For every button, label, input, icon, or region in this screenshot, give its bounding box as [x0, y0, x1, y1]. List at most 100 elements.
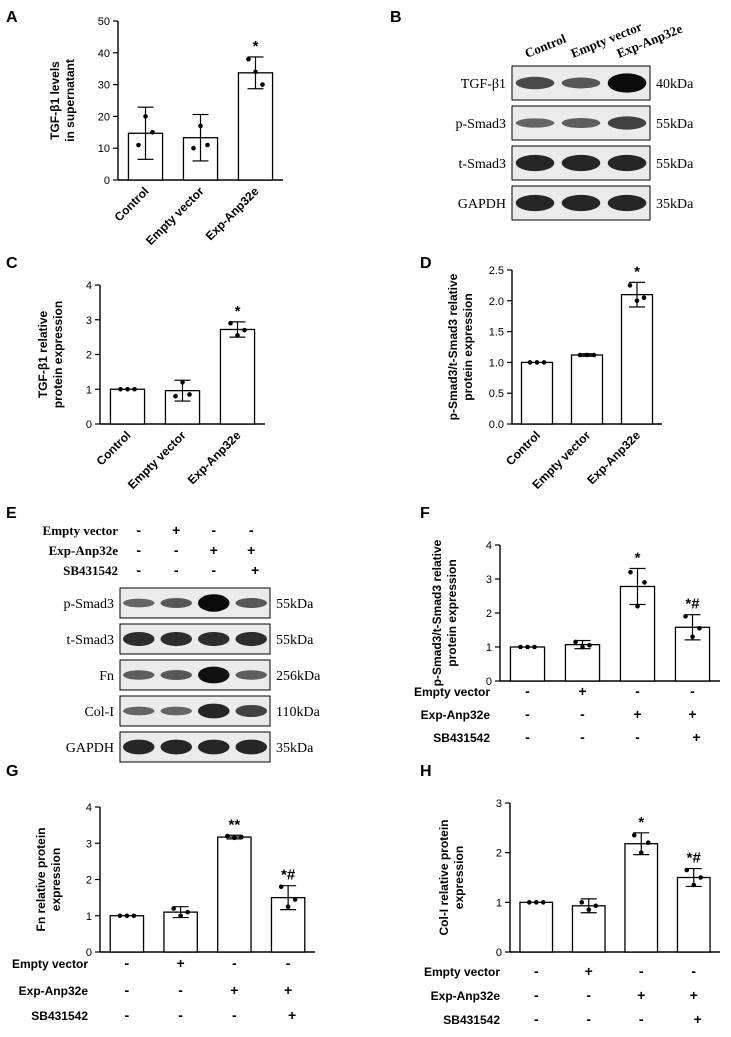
treatment-mark: + [690, 987, 698, 1003]
y-tick-label: 0.0 [489, 419, 504, 431]
bar [619, 585, 656, 682]
data-point [171, 906, 176, 911]
x-tick-label: Empty vector [143, 184, 207, 248]
blot-kda-label: 35kDa [656, 197, 694, 212]
panel-label-c: C [6, 255, 18, 272]
data-point [573, 639, 578, 645]
treatment-mark: - [525, 706, 530, 722]
blot-band [198, 703, 230, 719]
data-point [235, 333, 240, 338]
treatment-mark: - [580, 729, 585, 745]
data-point [198, 123, 203, 129]
bar [217, 836, 252, 953]
y-tick-label: 10 [98, 143, 110, 155]
blot-protein-label: TGF-β1 [461, 77, 506, 92]
data-point [642, 580, 647, 585]
bar [519, 901, 554, 953]
bar [109, 915, 145, 953]
treatment-mark: - [534, 963, 539, 979]
significance-label: * [638, 814, 644, 831]
chart-h: 0 1 2 3 Col-I relative proteinexpression * *# E… [424, 798, 720, 1027]
y-tick-label: 1 [86, 384, 92, 396]
blot-band [235, 631, 267, 647]
data-point [173, 393, 178, 399]
data-point [242, 327, 247, 333]
bar [109, 388, 146, 425]
blot-band [160, 739, 192, 755]
y-tick-label: 0.5 [489, 388, 504, 400]
blot-e: p-Smad3 55kDa t-Smad3 55kDa Fn 256kDa Col-I 110… [43, 522, 321, 763]
data-point [253, 69, 258, 75]
data-point [526, 900, 532, 905]
data-point [205, 142, 210, 148]
y-tick-label: 3 [496, 798, 502, 810]
treatment-mark: - [580, 706, 585, 722]
blot-kda-label: 55kDa [276, 597, 314, 612]
data-point [525, 644, 530, 650]
data-point [131, 913, 137, 919]
y-tick-label: 30 [98, 80, 110, 92]
blot-band [160, 669, 192, 681]
significance-label: *# [687, 850, 702, 867]
blot-protein-label: Col-I [84, 705, 114, 720]
data-point [697, 626, 702, 631]
data-point [143, 114, 148, 119]
data-point [698, 875, 704, 880]
blot-band [607, 154, 647, 172]
data-point [593, 903, 599, 909]
data-point [635, 603, 640, 609]
chart-a: 0 10 20 30 40 50 TGF-β1 levelsin supernatant * C… [48, 16, 283, 248]
blot-treatment-mark: - [136, 562, 141, 578]
y-tick-label: 1.5 [489, 327, 504, 339]
significance-label: * [235, 303, 241, 320]
blot-kda-label: 256kDa [276, 669, 321, 684]
chart-f: 0 1 2 3 4 p-Smad3/t-Smad3 relativeprotein exp… [414, 539, 720, 745]
chart-g: 0 1 2 3 4 Fn relative proteinexpression ** *# Em… [12, 802, 315, 1023]
blot-band [561, 117, 601, 129]
y-axis-label: Fn relative proteinexpression [34, 827, 63, 931]
blot-treatment-mark: - [136, 542, 141, 558]
y-tick-label: 1 [86, 911, 92, 923]
treatment-mark: - [586, 987, 591, 1003]
data-point [584, 352, 590, 358]
treatment-mark: - [639, 963, 644, 979]
data-point [292, 897, 298, 902]
blot-treatment-mark: - [136, 522, 141, 538]
blot-band [561, 154, 601, 172]
blot-band [235, 739, 267, 755]
blot-protein-label: t-Smad3 [459, 157, 506, 172]
treatment-label: SB431542 [443, 1013, 500, 1027]
blot-protein-label: t-Smad3 [67, 633, 114, 648]
blot-kda-label: 55kDa [276, 633, 314, 648]
data-point [645, 840, 651, 846]
blot-protein-label: p-Smad3 [455, 117, 506, 132]
treatment-label: Exp-Anp32e [431, 989, 501, 1003]
blot-band [123, 598, 155, 608]
x-tick-label: Control [503, 428, 543, 468]
bar [571, 905, 606, 953]
panel-label-g: G [6, 763, 18, 780]
significance-label: * [635, 549, 641, 566]
data-point [641, 295, 647, 301]
chart-c: 0 1 2 3 4 TGF-β1 relativeprotein expression * C… [36, 280, 265, 492]
bar [509, 646, 546, 682]
data-point [627, 283, 633, 288]
data-point [634, 298, 640, 304]
blot-kda-label: 40kDa [656, 77, 694, 92]
data-point [278, 884, 284, 890]
treatment-mark: - [178, 982, 183, 998]
bar [570, 354, 604, 425]
blot-band [515, 154, 555, 172]
treatment-mark: + [688, 706, 696, 722]
y-tick-label: 0 [486, 676, 492, 688]
bar [676, 876, 711, 953]
blot-band [198, 631, 230, 647]
y-tick-label: 40 [98, 48, 110, 60]
data-point [178, 913, 183, 919]
data-point [285, 904, 291, 909]
y-tick-label: 0 [496, 947, 502, 959]
treatment-mark: + [633, 706, 641, 722]
x-tick-label: Empty vector [125, 428, 189, 492]
y-tick-label: 2.5 [489, 265, 504, 277]
data-point [225, 833, 230, 839]
